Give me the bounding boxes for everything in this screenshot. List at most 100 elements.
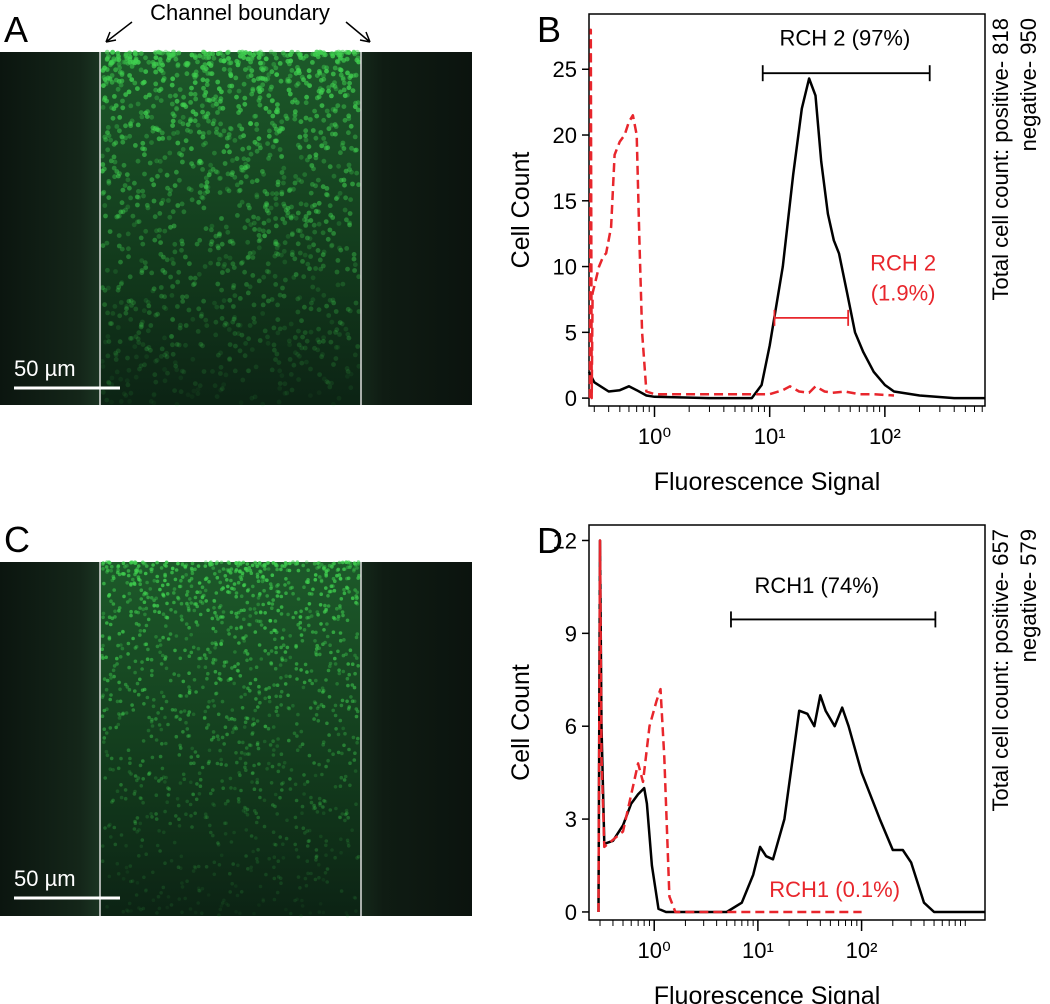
cell <box>217 676 221 681</box>
cell <box>318 130 324 135</box>
cell <box>306 568 311 572</box>
cell <box>127 591 132 596</box>
cell <box>195 391 201 397</box>
cell <box>298 626 303 630</box>
cell <box>215 110 220 115</box>
cell <box>237 296 243 301</box>
cell <box>190 316 196 322</box>
cell <box>203 815 208 820</box>
cell <box>117 608 121 613</box>
cell <box>202 264 208 269</box>
cell <box>333 330 338 335</box>
cell <box>246 336 252 342</box>
cell <box>188 907 193 911</box>
cell <box>245 74 251 80</box>
cell <box>227 88 233 94</box>
cell <box>272 253 278 259</box>
cell <box>136 776 141 780</box>
cell <box>326 313 332 318</box>
cell <box>160 583 165 588</box>
cell <box>246 368 252 374</box>
cell <box>240 259 245 265</box>
cell <box>125 600 130 604</box>
cell <box>185 727 190 731</box>
cell <box>138 67 144 73</box>
cell <box>321 64 327 70</box>
cell <box>330 848 334 852</box>
cell <box>118 259 123 265</box>
cell <box>337 332 342 337</box>
cell <box>150 59 156 65</box>
cell <box>287 738 291 743</box>
cell <box>219 853 224 858</box>
cell <box>306 871 310 876</box>
cell <box>276 713 280 718</box>
cell <box>101 693 105 698</box>
cell <box>104 687 109 692</box>
cell <box>282 240 288 246</box>
cell <box>129 64 135 69</box>
cell <box>100 859 105 863</box>
cell <box>298 744 303 749</box>
cell <box>127 770 132 774</box>
cell <box>161 694 166 699</box>
cell <box>227 569 231 574</box>
cell <box>231 862 235 866</box>
cell <box>302 585 306 589</box>
cell <box>197 888 201 893</box>
cell <box>200 886 205 891</box>
cell <box>330 107 336 112</box>
cell <box>270 191 275 197</box>
cell <box>266 72 272 78</box>
cell <box>314 113 320 119</box>
cell <box>242 650 247 655</box>
cell <box>157 57 163 62</box>
cell <box>303 100 309 106</box>
cell <box>217 863 222 867</box>
cell <box>230 158 235 163</box>
cell <box>265 261 271 267</box>
cell <box>109 382 115 387</box>
cell <box>277 762 281 767</box>
cell <box>229 172 235 178</box>
cell <box>356 182 361 188</box>
cell <box>249 91 255 97</box>
cell <box>353 300 359 306</box>
cell <box>127 665 131 670</box>
cell <box>218 387 224 393</box>
cell <box>153 69 158 75</box>
cell <box>207 759 211 764</box>
cell <box>267 686 272 690</box>
x-tick-label: 10² <box>846 938 878 963</box>
cell <box>205 815 209 819</box>
cell <box>193 567 197 572</box>
cell <box>338 718 343 723</box>
cell <box>176 865 181 869</box>
cell <box>101 656 105 660</box>
cell <box>190 825 194 829</box>
cell <box>189 584 194 588</box>
cell <box>255 741 260 745</box>
cell <box>316 612 320 617</box>
cell <box>329 589 333 594</box>
cell <box>187 688 192 693</box>
cell <box>221 298 227 304</box>
cell <box>227 632 231 636</box>
cell <box>197 237 203 243</box>
cell <box>248 73 254 78</box>
cell <box>126 569 131 573</box>
cell <box>128 390 134 396</box>
cell <box>346 113 352 119</box>
cell <box>337 245 342 251</box>
cell <box>353 769 358 773</box>
cell <box>149 140 154 146</box>
cell <box>132 792 137 796</box>
cell <box>245 368 251 374</box>
cell <box>166 722 170 727</box>
cell <box>204 82 210 88</box>
cell <box>104 565 109 569</box>
cell <box>250 723 255 727</box>
cell <box>113 350 118 356</box>
cell <box>196 901 200 905</box>
cell <box>333 579 337 583</box>
